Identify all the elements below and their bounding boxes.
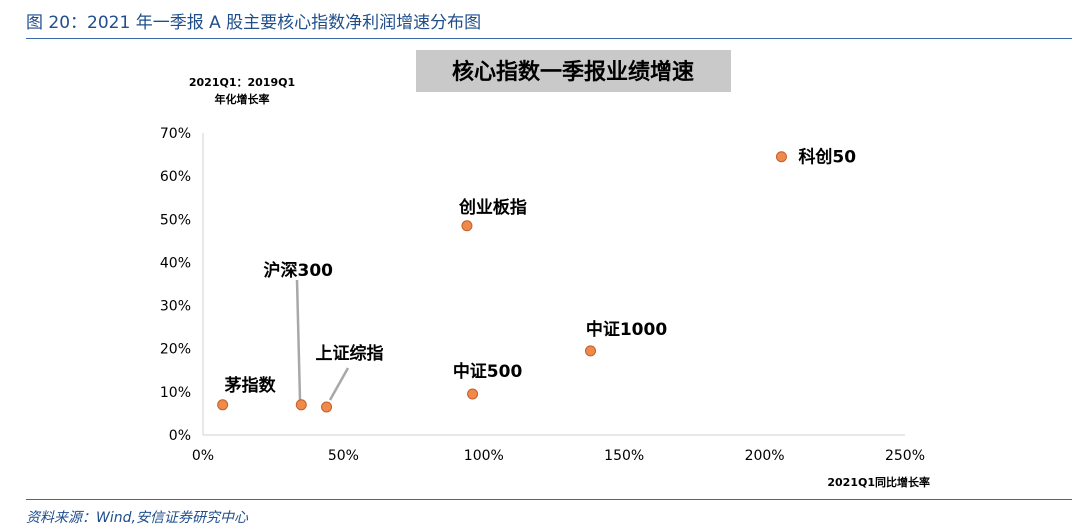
y-tick-label: 40% bbox=[160, 255, 191, 271]
point-label: 沪深300 bbox=[264, 260, 334, 281]
point-label: 茅指数 bbox=[225, 375, 277, 396]
y-tick-label: 20% bbox=[160, 342, 191, 358]
y-axis-title-line1: 2021Q1：2019Q1 bbox=[189, 76, 295, 89]
point-label: 创业板指 bbox=[458, 197, 527, 218]
x-tick-label: 250% bbox=[885, 448, 925, 464]
point-label: 上证综指 bbox=[316, 343, 384, 364]
y-tick-label: 50% bbox=[160, 212, 191, 228]
y-tick-labels: 0% 10% 20% 30% 40% 50% 60% 70% bbox=[160, 126, 191, 444]
x-tick-label: 150% bbox=[604, 448, 644, 464]
y-tick-label: 60% bbox=[160, 169, 191, 185]
point-label: 中证500 bbox=[453, 361, 523, 382]
figure-title: 图 20：2021 年一季报 A 股主要核心指数净利润增速分布图 bbox=[26, 13, 482, 33]
data-point bbox=[585, 345, 597, 357]
point-label: 科创50 bbox=[798, 147, 856, 168]
bottom-divider bbox=[26, 499, 1072, 500]
x-tick-label: 50% bbox=[328, 448, 359, 464]
chart-title: 核心指数一季报业绩增速 bbox=[452, 59, 694, 85]
x-tick-label: 0% bbox=[192, 448, 214, 464]
source-note: 资料来源：Wind,安信证券研究中心 bbox=[26, 510, 248, 526]
x-tick-label: 100% bbox=[464, 448, 504, 464]
y-tick-label: 70% bbox=[160, 126, 191, 142]
leader-lines bbox=[295, 279, 350, 401]
data-point bbox=[775, 151, 787, 163]
x-tick-labels: 0% 50% 100% 150% 200% 250% bbox=[192, 448, 925, 464]
y-tick-label: 0% bbox=[169, 428, 191, 444]
data-point bbox=[461, 220, 473, 232]
top-divider bbox=[26, 38, 1072, 39]
data-point bbox=[321, 401, 333, 413]
data-point bbox=[217, 399, 229, 411]
x-axis-title: 2021Q1同比增长率 bbox=[827, 475, 930, 489]
scatter-chart: 核心指数一季报业绩增速 2021Q1：2019Q1 年化增长率 2021Q1同比… bbox=[160, 50, 930, 489]
leader-line-shangzheng bbox=[328, 367, 350, 401]
point-label: 中证1000 bbox=[586, 319, 667, 340]
data-point bbox=[467, 388, 479, 400]
data-points bbox=[217, 151, 787, 413]
data-point bbox=[295, 399, 307, 411]
chart-title-banner bbox=[416, 50, 731, 92]
y-tick-label: 30% bbox=[160, 299, 191, 315]
x-tick-label: 200% bbox=[745, 448, 785, 464]
y-tick-label: 10% bbox=[160, 385, 191, 401]
leader-line-hs300 bbox=[295, 279, 302, 401]
y-axis-title-line2: 年化增长率 bbox=[215, 92, 270, 106]
